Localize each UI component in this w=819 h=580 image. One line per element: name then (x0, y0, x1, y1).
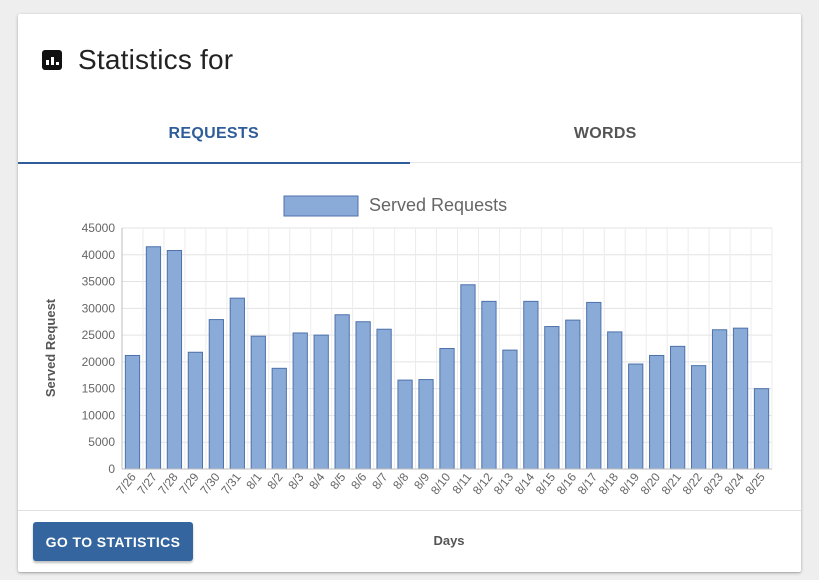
x-tick-label: 7/28 (155, 470, 181, 497)
y-tick-label: 25000 (82, 328, 116, 342)
legend-label: Served Requests (369, 195, 507, 215)
bar (124, 354, 141, 470)
y-tick-label: 0 (108, 462, 115, 476)
bar (355, 321, 371, 470)
x-tick-label: 8/6 (348, 470, 370, 492)
y-tick-label: 45000 (82, 221, 116, 235)
x-tick-label: 7/29 (176, 470, 202, 497)
x-tick-label: 7/30 (197, 470, 223, 497)
bar (481, 300, 497, 470)
x-tick-label: 8/25 (742, 470, 768, 497)
x-tick-label: 8/23 (701, 470, 727, 497)
bar (460, 284, 476, 470)
bar (670, 345, 686, 470)
x-tick-label: 8/1 (243, 470, 265, 492)
bar (145, 246, 162, 470)
bar (250, 335, 266, 470)
bar (690, 365, 707, 470)
x-axis-label: Days (433, 533, 464, 548)
bar (628, 363, 644, 470)
x-tick-label: 8/7 (369, 470, 391, 492)
y-tick-label: 10000 (82, 408, 116, 422)
x-tick-label: 8/4 (306, 470, 328, 492)
bar (607, 331, 623, 470)
bar (229, 297, 245, 470)
x-tick-label: 8/20 (638, 470, 664, 497)
bar (271, 367, 287, 470)
x-tick-label: 8/12 (470, 470, 496, 497)
page-title: Statistics for (78, 44, 234, 75)
bar-chart-icon (42, 50, 62, 70)
x-tick-label: 8/3 (285, 470, 307, 492)
x-tick-label: 7/31 (218, 470, 244, 497)
x-tick-label: 8/18 (596, 470, 622, 497)
card-header: Statistics for (42, 42, 233, 78)
y-tick-label: 40000 (82, 248, 116, 262)
bar (187, 351, 204, 470)
bar (711, 329, 728, 470)
bar (418, 379, 434, 470)
bar (586, 301, 602, 470)
x-tick-label: 8/15 (533, 470, 559, 497)
tab-requests[interactable]: REQUESTS (18, 110, 410, 164)
x-tick-label: 8/21 (659, 470, 685, 497)
x-tick-label: 7/27 (134, 470, 160, 497)
x-tick-label: 8/11 (449, 470, 474, 497)
bar (565, 319, 581, 470)
tab-bar: REQUESTS WORDS (18, 110, 801, 164)
bar (397, 379, 413, 470)
bar (376, 328, 392, 470)
x-tick-label: 8/19 (617, 470, 643, 497)
x-tick-label: 7/26 (113, 470, 139, 497)
bar (334, 314, 350, 470)
bar (753, 388, 770, 470)
x-tick-label: 8/16 (554, 470, 580, 497)
tab-words[interactable]: WORDS (573, 125, 637, 142)
bar (208, 319, 224, 470)
y-tick-label: 5000 (88, 435, 115, 449)
statistics-card: Statistics for REQUESTS WORDS 7/26 7/27 7/… (18, 14, 801, 572)
x-tick-label: 8/2 (264, 470, 286, 492)
footer-divider (18, 510, 801, 511)
bar (649, 354, 665, 470)
x-tick-label: 8/22 (680, 470, 706, 497)
x-tick-label: 8/10 (428, 470, 454, 497)
chart-legend: Served Requests (283, 195, 507, 217)
bar (166, 249, 183, 470)
bar (439, 348, 455, 470)
bar (732, 327, 749, 470)
bar (313, 334, 329, 470)
y-tick-label: 15000 (82, 382, 116, 396)
x-tick-label: 8/14 (512, 470, 538, 497)
bar (544, 326, 560, 470)
bar (292, 332, 308, 470)
go-to-statistics-button[interactable]: GO TO STATISTICS (33, 522, 193, 561)
x-tick-label: 8/5 (327, 470, 349, 492)
requests-bar-chart: 7/267/277/287/297/307/31 8/1 8/2 8/3 8/4 8/5 8… (43, 195, 773, 548)
y-tick-label: 30000 (82, 301, 116, 315)
x-tick-label: 8/17 (575, 470, 601, 497)
x-tick-label: 8/8 (390, 470, 412, 492)
y-tick-label: 35000 (82, 275, 116, 289)
y-tick-label: 20000 (82, 355, 116, 369)
x-tick-label: 8/24 (721, 470, 747, 497)
y-axis-label: Served Request (43, 298, 58, 397)
bar (523, 300, 539, 470)
bar (502, 349, 518, 470)
legend-swatch (283, 195, 359, 217)
x-tick-label: 8/13 (491, 470, 517, 497)
